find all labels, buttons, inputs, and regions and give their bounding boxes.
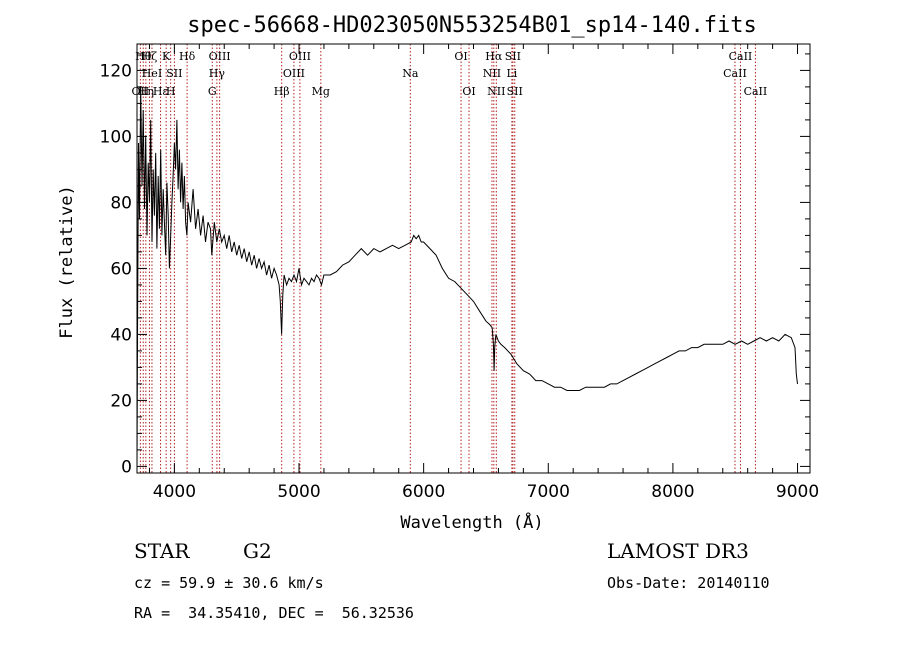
line-marker-label: Hε	[153, 85, 169, 98]
line-marker-label: Hβ	[274, 85, 290, 98]
spectral-line-labels: OIIHθHηHζHeIHεKHSIIHδGHγOIIIHβOIIIOIIIMg…	[132, 50, 768, 98]
plot-frame	[136, 43, 811, 474]
x-tick-label: 9000	[776, 482, 819, 502]
line-marker-label: SII	[507, 85, 523, 98]
x-tick-label: 7000	[527, 482, 570, 502]
line-marker-label: SII	[166, 67, 182, 80]
line-marker-label: G	[208, 85, 217, 98]
line-marker-label: HeI	[142, 67, 162, 80]
x-axis-ticks: 4000 5000 6000 7000 8000 9000	[148, 44, 819, 502]
redshift-velocity: cz = 59.9 ± 30.6 km/s	[134, 574, 324, 592]
line-marker-label: OIII	[289, 50, 311, 63]
line-marker-label: OI	[462, 85, 475, 98]
y-axis-ticks: 0 20 40 60 80 100 120	[100, 53, 810, 477]
observation-date: Obs-Date: 20140110	[607, 574, 770, 592]
line-marker-label: SII	[505, 50, 521, 63]
chart-title: spec-56668-HD023050N553254B01_sp14-140.f…	[187, 13, 757, 38]
line-marker-label: NII	[483, 67, 501, 80]
object-class: STAR	[134, 539, 190, 563]
x-axis-label: Wavelength (Å)	[400, 511, 543, 533]
line-marker-label: NII	[487, 85, 505, 98]
line-marker-label: Hα	[485, 50, 503, 63]
y-tick-label: 0	[121, 457, 132, 477]
subclass: G2	[243, 539, 272, 563]
line-marker-label: OI	[454, 50, 467, 63]
line-marker-label: Hθ	[135, 50, 152, 63]
y-tick-label: 100	[100, 127, 132, 147]
line-marker-label: Hζ	[142, 50, 158, 63]
coordinates: RA = 34.35410, DEC = 56.32536	[134, 604, 414, 622]
x-tick-label: 6000	[402, 482, 445, 502]
line-marker-label: Hη	[138, 85, 154, 98]
line-marker-label: CaII	[744, 85, 768, 98]
survey-name: LAMOST DR3	[607, 539, 749, 563]
line-marker-label: CaII	[723, 67, 747, 80]
line-marker-label: K	[162, 50, 171, 63]
y-tick-label: 80	[110, 193, 132, 213]
line-marker-label: H	[166, 85, 176, 98]
line-marker-label: OIII	[283, 67, 305, 80]
spectral-line-markers	[139, 44, 756, 473]
y-tick-label: 20	[110, 391, 132, 411]
y-tick-label: 60	[110, 259, 132, 279]
line-marker-label: Na	[402, 67, 419, 80]
line-marker-label: Hδ	[179, 50, 196, 63]
line-marker-label: Mg	[312, 85, 330, 98]
y-axis-label: Flux (relative)	[57, 185, 77, 339]
x-tick-label: 5000	[277, 482, 320, 502]
y-tick-label: 120	[100, 61, 132, 81]
spectrum-line	[136, 86, 798, 467]
y-tick-label: 40	[110, 325, 132, 345]
line-marker-label: Hγ	[209, 67, 226, 80]
line-marker-label: CaII	[729, 50, 753, 63]
line-marker-label: Li	[506, 67, 517, 80]
x-tick-label: 4000	[153, 482, 196, 502]
line-marker-label: OIII	[209, 50, 231, 63]
x-tick-label: 8000	[651, 482, 694, 502]
